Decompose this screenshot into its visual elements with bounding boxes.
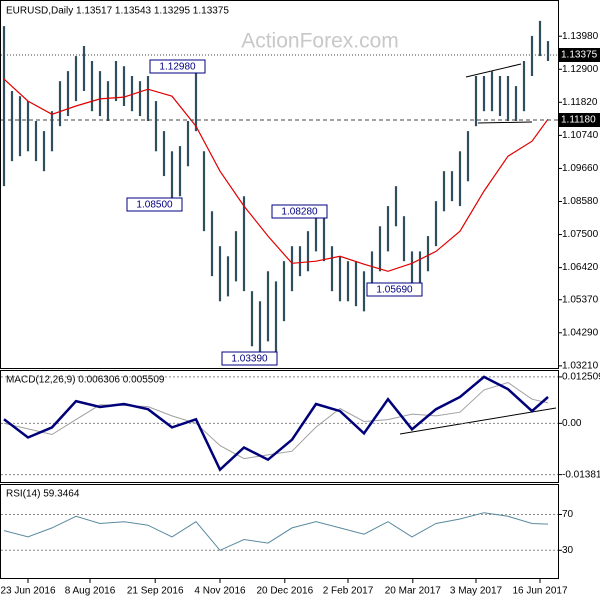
annotation-box — [366, 282, 423, 297]
x-tick-label: 8 Aug 2016 — [65, 586, 116, 597]
y-tick-label: 1.07500 — [562, 229, 599, 240]
x-tick-label: 2 Feb 2017 — [323, 586, 374, 597]
price-label: 1.11180 — [561, 115, 596, 126]
price-label: 1.13375 — [561, 50, 598, 61]
rsi-title: RSI(14) 59.3464 — [6, 489, 80, 500]
annotation-box — [221, 351, 278, 366]
x-tick-label: 20 Mar 2017 — [385, 586, 442, 597]
y-tick-label: 70 — [562, 509, 574, 520]
y-tick-label: 1.12900 — [562, 64, 599, 75]
y-tick-label: 1.13980 — [562, 31, 599, 42]
moving-average — [3, 78, 549, 272]
annotation: 1.08500 — [136, 200, 173, 211]
watermark: ActionForex.com — [241, 30, 399, 53]
price-label-box — [559, 48, 600, 62]
indicator-line — [3, 375, 549, 472]
trend-line — [465, 63, 522, 78]
macd-title: MACD(12,26,9) 0.006306 0.005509 — [6, 375, 165, 386]
y-tick-label: 1.03210 — [562, 360, 599, 371]
annotation: 1.03390 — [231, 354, 268, 365]
x-tick-label: 16 Jun 2017 — [512, 586, 567, 597]
annotation-box — [271, 204, 328, 219]
y-tick-label: 1.08580 — [562, 196, 599, 207]
y-tick-label: 1.05370 — [562, 294, 599, 305]
price-label-box — [559, 113, 600, 127]
price-panel — [0, 0, 559, 369]
trend-line — [399, 407, 557, 435]
y-tick-label: 1.06420 — [562, 262, 599, 273]
y-tick-label: 0.012509 — [562, 372, 600, 383]
annotation: 1.12980 — [159, 62, 196, 73]
y-tick-label: 1.09660 — [562, 163, 599, 174]
y-tick-label: 1.10740 — [562, 130, 599, 141]
indicator-line — [3, 512, 549, 551]
annotation-box — [126, 197, 183, 212]
annotation-box — [149, 59, 206, 74]
y-tick-label: 1.04290 — [562, 327, 599, 338]
macd-panel — [0, 370, 559, 483]
x-tick-label: 4 Nov 2016 — [194, 586, 246, 597]
y-tick-label: -0.013813 — [562, 469, 600, 480]
x-tick-label: 23 Jun 2016 — [0, 586, 55, 597]
y-tick-label: 0.00 — [562, 418, 582, 429]
x-tick-label: 3 May 2017 — [450, 586, 503, 597]
rsi-panel — [0, 484, 559, 579]
y-tick-label: 30 — [562, 545, 574, 556]
annotation: 1.08280 — [281, 207, 318, 218]
annotation: 1.05690 — [376, 285, 413, 296]
chart-title: EURUSD,Daily 1.13517 1.13543 1.13295 1.1… — [6, 6, 229, 17]
x-tick-label: 20 Dec 2016 — [256, 586, 313, 597]
x-tick-label: 21 Sep 2016 — [127, 586, 184, 597]
trend-line — [477, 121, 533, 124]
y-tick-label: 1.11820 — [562, 97, 598, 108]
indicator-line — [3, 381, 549, 460]
